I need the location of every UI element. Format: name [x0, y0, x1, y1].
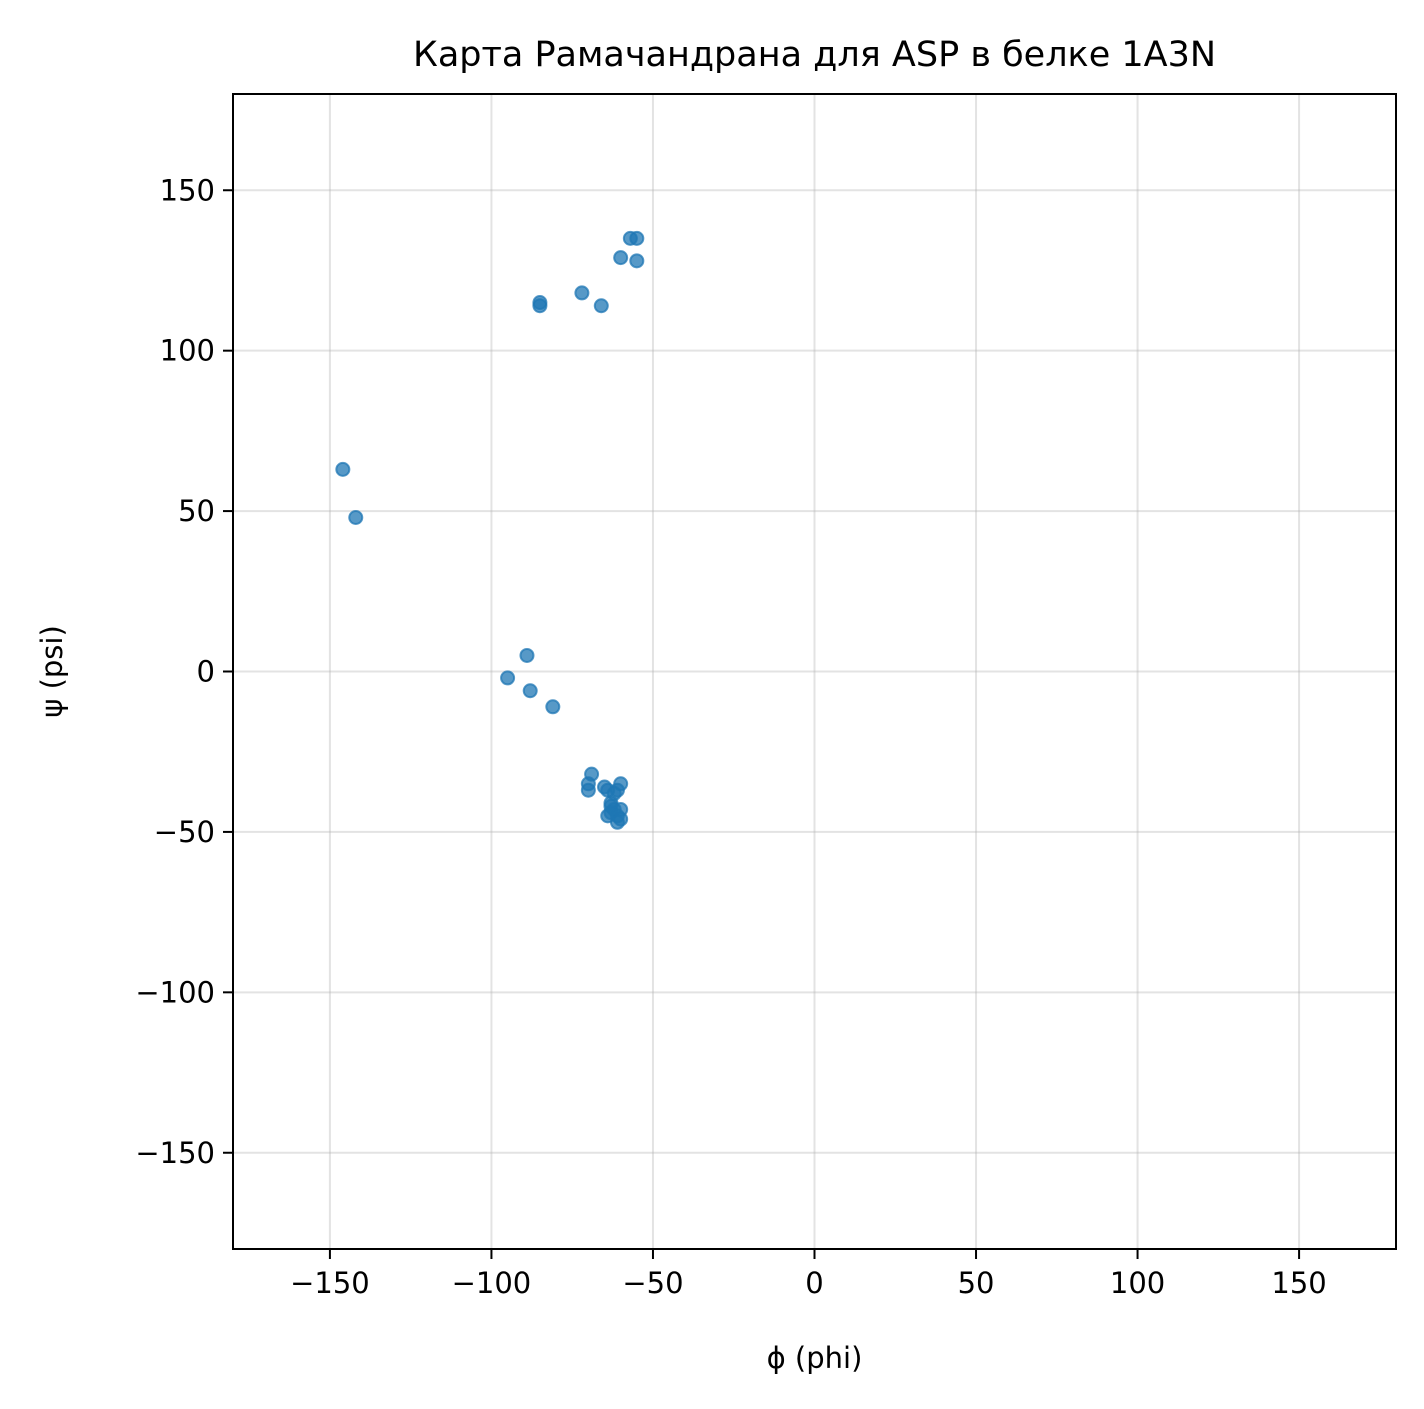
y-tick-label: 50 [178, 494, 215, 528]
x-axis-title: ϕ (phi) [767, 1341, 863, 1375]
scatter-point [574, 285, 590, 301]
x-tick-label: 0 [805, 1266, 823, 1300]
scatter-point [500, 670, 516, 686]
scatter-point [629, 253, 645, 269]
y-tick-label: −50 [154, 815, 215, 849]
scatter-point [609, 814, 625, 830]
scatter-point [545, 699, 561, 715]
scatter-point [629, 230, 645, 246]
y-tick-label: 100 [160, 334, 215, 368]
scatter-point [335, 461, 351, 477]
y-tick-label: −100 [135, 975, 215, 1009]
scatter-points [335, 230, 645, 830]
scatter-point [580, 782, 596, 798]
y-tick-label: 150 [160, 173, 215, 207]
y-axis-title: ψ (psi) [35, 625, 69, 718]
x-tick-label: 50 [958, 1266, 995, 1300]
grid [233, 94, 1396, 1249]
scatter-point [532, 298, 548, 314]
x-tick-label: −50 [622, 1266, 683, 1300]
x-tick-label: −150 [290, 1266, 370, 1300]
scatter-point [522, 683, 538, 699]
scatter-point [593, 298, 609, 314]
x-tick-label: −100 [452, 1266, 532, 1300]
scatter-point [519, 647, 535, 663]
axis-ticks: −150 −100 −50 0 50 100 150 −150 −100 −50 0 50 100 150 [135, 173, 1326, 1300]
y-tick-label: 0 [197, 655, 215, 689]
x-tick-label: 150 [1271, 1266, 1326, 1300]
chart-title: Карта Рамачандрана для ASP в белке 1A3N [413, 35, 1216, 75]
scatter-point [613, 250, 629, 266]
scatter-point [348, 510, 364, 525]
x-tick-label: 100 [1110, 1266, 1165, 1300]
y-tick-label: −150 [135, 1136, 215, 1170]
scatter-point [609, 782, 625, 798]
